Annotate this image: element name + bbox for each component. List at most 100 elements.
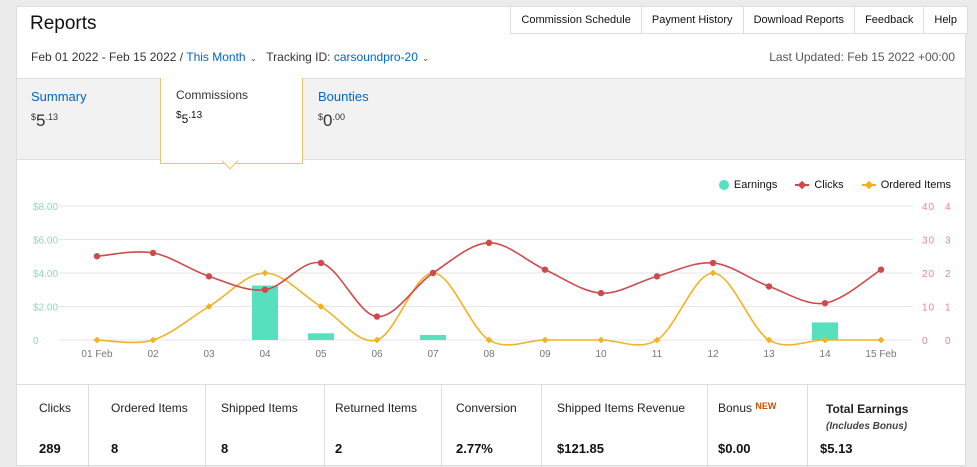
- metric-label: Shipped Items Revenue: [557, 401, 686, 415]
- metric-label: Shipped Items: [221, 401, 298, 415]
- clicks-point: [597, 289, 605, 297]
- commission-schedule-link[interactable]: Commission Schedule: [510, 6, 642, 34]
- tab-bounties-value: $0.00: [318, 111, 345, 130]
- download-reports-link[interactable]: Download Reports: [742, 6, 856, 34]
- metric-returned-items: Returned Items 2: [325, 385, 442, 467]
- ordered-items-point: [317, 303, 325, 310]
- clicks-line: [96, 242, 882, 318]
- ordered-items-point: [261, 269, 269, 277]
- x-tick-label: 14: [819, 349, 831, 360]
- clicks-point: [877, 266, 885, 273]
- tab-commissions-label[interactable]: Commissions: [176, 88, 249, 102]
- x-tick-label: 09: [539, 349, 551, 360]
- y-right-tick-label-secondary: 1: [945, 303, 951, 314]
- y-left-tick-label: $4.00: [33, 269, 58, 280]
- header-links: Commission Schedule Payment History Down…: [510, 6, 968, 34]
- tracking-id-dropdown[interactable]: carsoundpro-20: [333, 50, 418, 64]
- clicks-point: [765, 283, 773, 290]
- metric-label: Clicks: [39, 401, 71, 415]
- metric-shipped-items: Shipped Items 8: [206, 385, 325, 467]
- ordered-items-line: [96, 272, 881, 346]
- y-right-tick-label-secondary: 2: [945, 269, 951, 280]
- feedback-link[interactable]: Feedback: [854, 6, 925, 34]
- metric-value: 289: [39, 441, 61, 456]
- legend-ordered-items[interactable]: Ordered Items: [861, 179, 951, 191]
- y-right-tick-label: 0: [922, 336, 929, 347]
- earnings-bar: [308, 333, 334, 340]
- x-tick-label: 03: [203, 349, 215, 360]
- payment-history-link[interactable]: Payment History: [640, 6, 744, 34]
- earnings-bar: [420, 334, 446, 340]
- x-tick-label: 02: [147, 349, 159, 360]
- metric-clicks: Clicks 289: [17, 385, 89, 467]
- metric-value: $5.13: [820, 441, 853, 456]
- clicks-point: [93, 253, 101, 260]
- chevron-down-icon[interactable]: ⌄: [249, 53, 258, 63]
- ordered-items-point: [597, 336, 605, 344]
- ordered-items-point: [765, 336, 773, 344]
- x-tick-label: 13: [763, 349, 775, 360]
- metric-value: 8: [221, 441, 229, 456]
- y-right-tick-label: 30: [922, 236, 935, 247]
- clicks-point: [149, 249, 157, 257]
- metric-label: Ordered Items: [111, 401, 188, 415]
- clicks-point: [821, 299, 829, 307]
- x-tick-label: 08: [483, 349, 495, 360]
- x-tick-label: 11: [652, 349, 663, 360]
- metric-label: Conversion: [456, 401, 517, 415]
- date-range: Feb 01 2022 - Feb 15 2022 /: [31, 50, 187, 64]
- legend-earnings[interactable]: Earnings: [718, 179, 777, 191]
- clicks-point: [205, 273, 213, 280]
- period-dropdown[interactable]: This Month: [186, 50, 246, 64]
- metric-value: 8: [111, 441, 119, 456]
- x-tick-label: 05: [315, 349, 327, 360]
- y-left-tick-label: $6.00: [33, 236, 58, 247]
- y-left-tick-label: 0: [33, 336, 39, 347]
- tab-bounties-label[interactable]: Bounties: [318, 89, 369, 104]
- y-right-tick-label-secondary: 4: [945, 202, 951, 213]
- metrics-row: Clicks 289 Ordered Items 8 Shipped Items…: [17, 384, 965, 467]
- metric-label: Total Earnings (Includes Bonus): [826, 402, 909, 432]
- x-tick-label: 07: [427, 349, 439, 360]
- chart-legend: Earnings Clicks Ordered Items: [718, 179, 951, 191]
- clicks-point: [541, 266, 549, 273]
- metric-value: $0.00: [718, 441, 751, 456]
- reports-panel: Reports Commission Schedule Payment Hist…: [16, 6, 968, 467]
- clicks-point: [373, 313, 381, 320]
- page-title: Reports: [30, 13, 97, 34]
- tab-summary-value: $5.13: [31, 111, 58, 130]
- clicks-point: [317, 259, 325, 267]
- tab-summary-label[interactable]: Summary: [31, 89, 87, 104]
- metric-value: 2: [335, 441, 343, 456]
- metric-shipped-items-revenue: Shipped Items Revenue $121.85: [542, 385, 708, 467]
- chevron-down-icon[interactable]: ⌄: [421, 53, 430, 63]
- earnings-chart: $8.00 40 4$6.00 30 3$4.00 20 2$2.00 10 10 0 001 Fe…: [33, 202, 951, 360]
- earnings-swatch: [718, 180, 729, 190]
- summary-tabs: Summary $5.13 Commissions $5.13 Bounties…: [17, 78, 965, 164]
- last-updated: Last Updated: Feb 15 2022 +00:00: [769, 50, 955, 64]
- clicks-swatch: [795, 184, 810, 186]
- x-tick-label: 04: [259, 349, 271, 360]
- ordered-items-point: [485, 336, 493, 344]
- ordered-items-point: [877, 336, 885, 344]
- y-right-tick-label: 40: [922, 202, 935, 213]
- clicks-point: [653, 273, 661, 280]
- y-right-tick-label-secondary: 3: [945, 236, 951, 247]
- y-left-tick-label: $2.00: [33, 303, 58, 314]
- help-link[interactable]: Help: [923, 6, 968, 34]
- legend-clicks[interactable]: Clicks: [795, 179, 844, 191]
- metric-label: Returned Items: [335, 401, 418, 415]
- ordered-items-point: [653, 336, 661, 344]
- y-left-tick-label: $8.00: [33, 202, 58, 213]
- x-tick-label: 12: [707, 349, 719, 360]
- ordered-items-point: [709, 269, 717, 277]
- y-right-tick-label: 20: [922, 269, 935, 280]
- tab-commissions-value: $5.13: [176, 110, 203, 126]
- ordered-items-point: [93, 336, 101, 344]
- earnings-bar: [812, 322, 838, 340]
- y-right-tick-label-secondary: 0: [945, 336, 951, 347]
- ordered-items-point: [821, 336, 829, 344]
- tracking-label: Tracking ID:: [266, 50, 334, 64]
- tab-commissions[interactable]: Commissions $5.13: [160, 78, 303, 164]
- metric-conversion: Conversion 2.77%: [442, 385, 542, 467]
